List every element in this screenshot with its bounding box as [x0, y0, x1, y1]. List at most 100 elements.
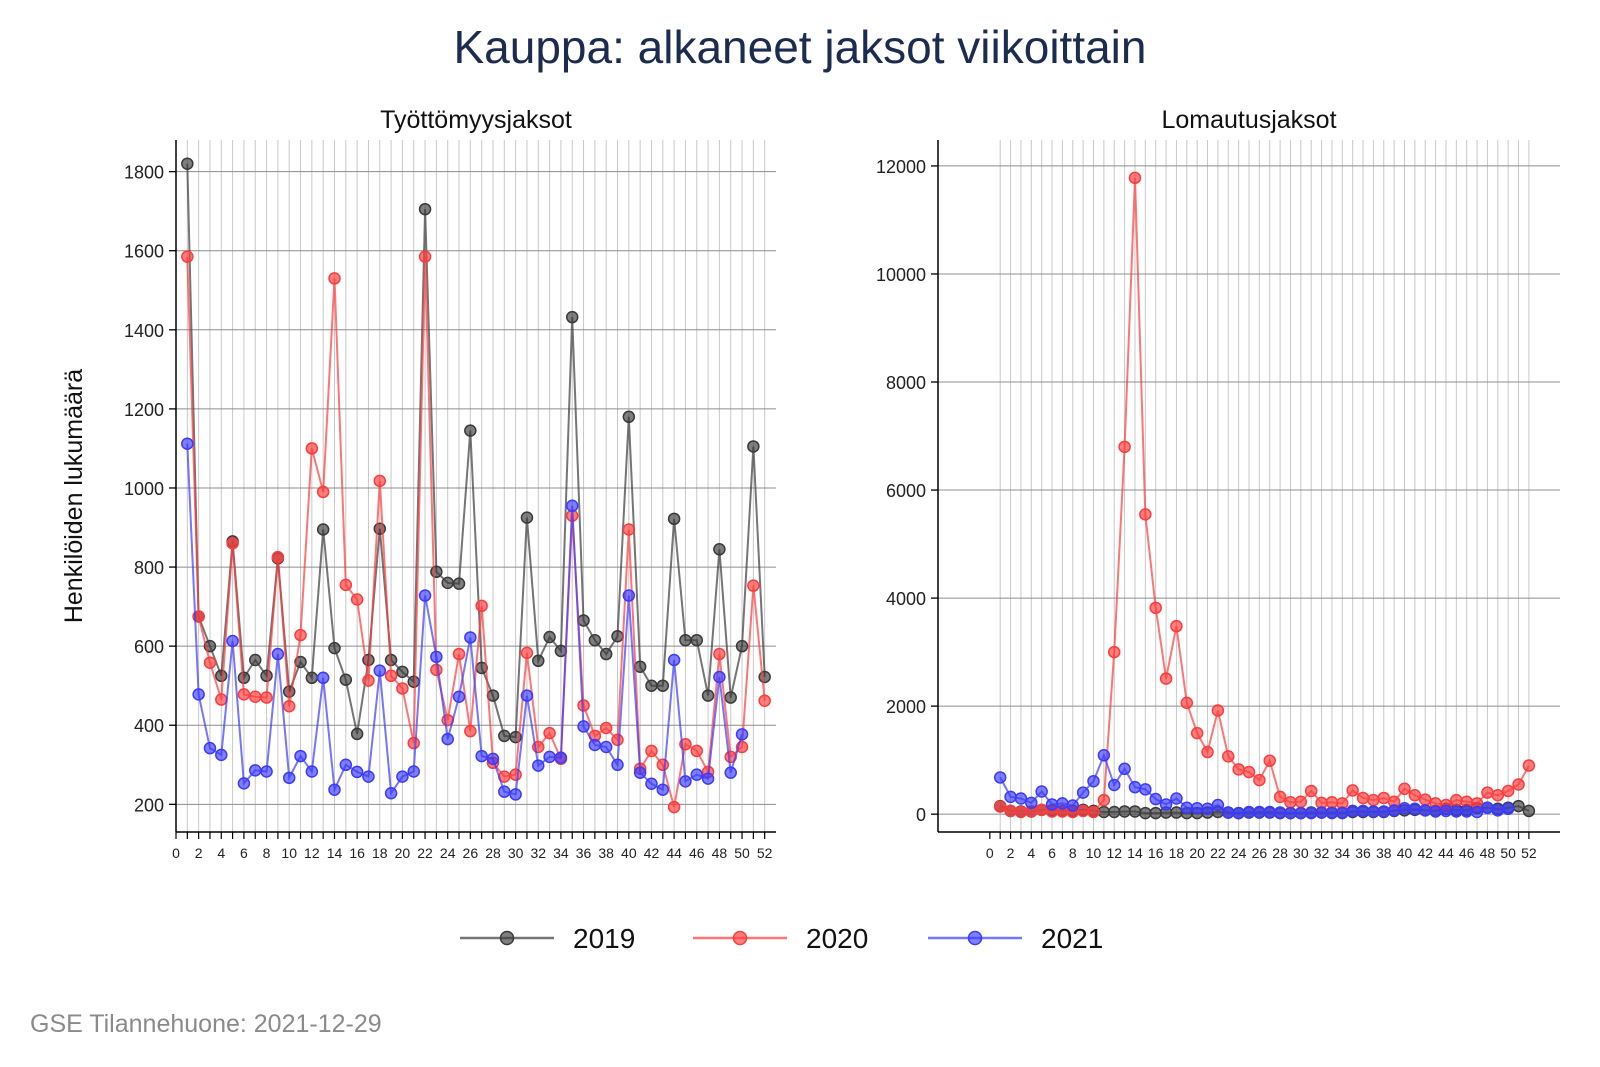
x-tick-label: 44 [666, 845, 682, 861]
data-point-2019 [690, 633, 704, 647]
data-point-2021 [1056, 797, 1069, 810]
y-tick-label: 0 [916, 805, 926, 825]
data-point-2021 [1118, 762, 1131, 776]
data-point-2021 [1439, 804, 1453, 818]
data-point-2021 [577, 720, 590, 733]
data-point-2019 [248, 653, 262, 667]
data-point-2020 [622, 523, 636, 536]
data-point-2021 [181, 437, 194, 450]
data-point-2021 [464, 631, 477, 644]
data-point-2020 [407, 736, 420, 750]
x-tick-label: 42 [644, 845, 660, 861]
data-point-2021 [667, 653, 681, 667]
legend: 2019 2020 2021 [460, 923, 1103, 954]
data-point-2021 [520, 689, 534, 702]
data-point-2020 [396, 682, 409, 695]
x-tick-label: 32 [530, 845, 546, 861]
data-point-2020 [452, 647, 466, 661]
panel-title: Työttömyysjaksot [380, 106, 572, 134]
data-point-2021 [498, 785, 511, 798]
data-point-2020 [1170, 619, 1183, 633]
data-point-2020 [656, 758, 670, 772]
data-point-2021 [1284, 806, 1297, 820]
x-tick-label: 4 [1027, 845, 1035, 861]
y-tick-label: 400 [134, 716, 164, 736]
data-point-2021 [1107, 778, 1121, 792]
legend-marker-2019 [499, 930, 515, 946]
data-point-2019 [441, 576, 454, 590]
data-point-2021 [1387, 804, 1401, 817]
data-point-2020 [1211, 704, 1225, 717]
x-tick-label: 12 [1106, 845, 1122, 861]
data-point-2021 [1367, 805, 1380, 818]
data-point-2020 [1450, 793, 1463, 807]
data-point-2021 [396, 770, 409, 783]
data-point-2019 [452, 577, 466, 590]
data-point-2020 [1356, 791, 1370, 805]
data-point-2020 [1501, 784, 1515, 798]
x-tick-label: 24 [440, 845, 456, 861]
x-tick-label: 6 [1048, 845, 1056, 861]
x-tick-label: 52 [757, 845, 773, 861]
y-tick-label: 1400 [124, 321, 164, 341]
data-point-2020 [316, 485, 330, 499]
data-point-2021 [1045, 798, 1059, 811]
data-point-2021 [1242, 805, 1256, 819]
data-point-2020 [1273, 790, 1287, 804]
x-tick-label: 34 [1335, 845, 1351, 861]
data-point-2020 [1377, 791, 1391, 805]
data-point-2020 [1522, 759, 1536, 772]
data-point-2021 [1035, 785, 1048, 798]
data-point-2021 [328, 783, 341, 796]
data-point-2020 [1139, 508, 1152, 521]
x-tick-label: 48 [712, 845, 728, 861]
data-point-2020 [226, 537, 239, 550]
data-point-2020 [271, 550, 285, 564]
data-point-2019 [747, 440, 760, 453]
data-point-2021 [724, 766, 737, 779]
y-tick-label: 600 [134, 637, 164, 657]
data-point-2019 [577, 614, 590, 627]
data-point-2021 [1004, 790, 1017, 804]
data-point-2021 [543, 750, 556, 764]
data-point-2021 [993, 771, 1007, 784]
y-tick-label: 200 [134, 795, 164, 815]
data-point-2021 [633, 766, 647, 779]
data-point-2020 [282, 700, 296, 713]
x-tick-label: 10 [281, 845, 297, 861]
y-tick-label: 1000 [124, 479, 164, 499]
data-point-2021 [407, 765, 420, 778]
x-tick-label: 32 [1314, 845, 1330, 861]
x-tick-label: 18 [1169, 845, 1185, 861]
data-point-2021 [1460, 805, 1473, 818]
data-point-2021 [1418, 804, 1432, 817]
chart-main-title: Kauppa: alkaneet jaksot viikoittain [453, 21, 1147, 73]
x-tick-label: 36 [576, 845, 592, 861]
data-point-2020 [1325, 796, 1339, 809]
legend-label-2019: 2019 [573, 923, 635, 954]
x-tick-label: 24 [1231, 845, 1247, 861]
data-point-2021 [475, 749, 488, 763]
data-point-2021 [226, 634, 239, 648]
data-point-2019 [1118, 805, 1131, 818]
data-point-2021 [1025, 796, 1038, 810]
data-point-2019 [713, 543, 726, 556]
data-point-2021 [701, 772, 715, 785]
data-point-2021 [1201, 802, 1214, 816]
data-point-2021 [486, 752, 500, 766]
x-tick-label: 46 [1459, 845, 1475, 861]
data-point-2019 [588, 633, 602, 647]
data-point-2019 [611, 630, 624, 643]
x-tick-label: 48 [1480, 845, 1496, 861]
data-point-2021 [1097, 749, 1111, 762]
x-tick-label: 0 [172, 845, 180, 861]
data-point-2021 [1294, 806, 1308, 820]
data-point-2020 [1294, 795, 1308, 808]
data-point-2021 [1377, 805, 1391, 818]
data-point-2021 [373, 664, 387, 677]
data-point-2020 [667, 800, 681, 814]
x-tick-label: 46 [689, 845, 705, 861]
data-point-2021 [1481, 801, 1494, 814]
data-point-2021 [1190, 801, 1204, 815]
x-tick-label: 18 [372, 845, 388, 861]
